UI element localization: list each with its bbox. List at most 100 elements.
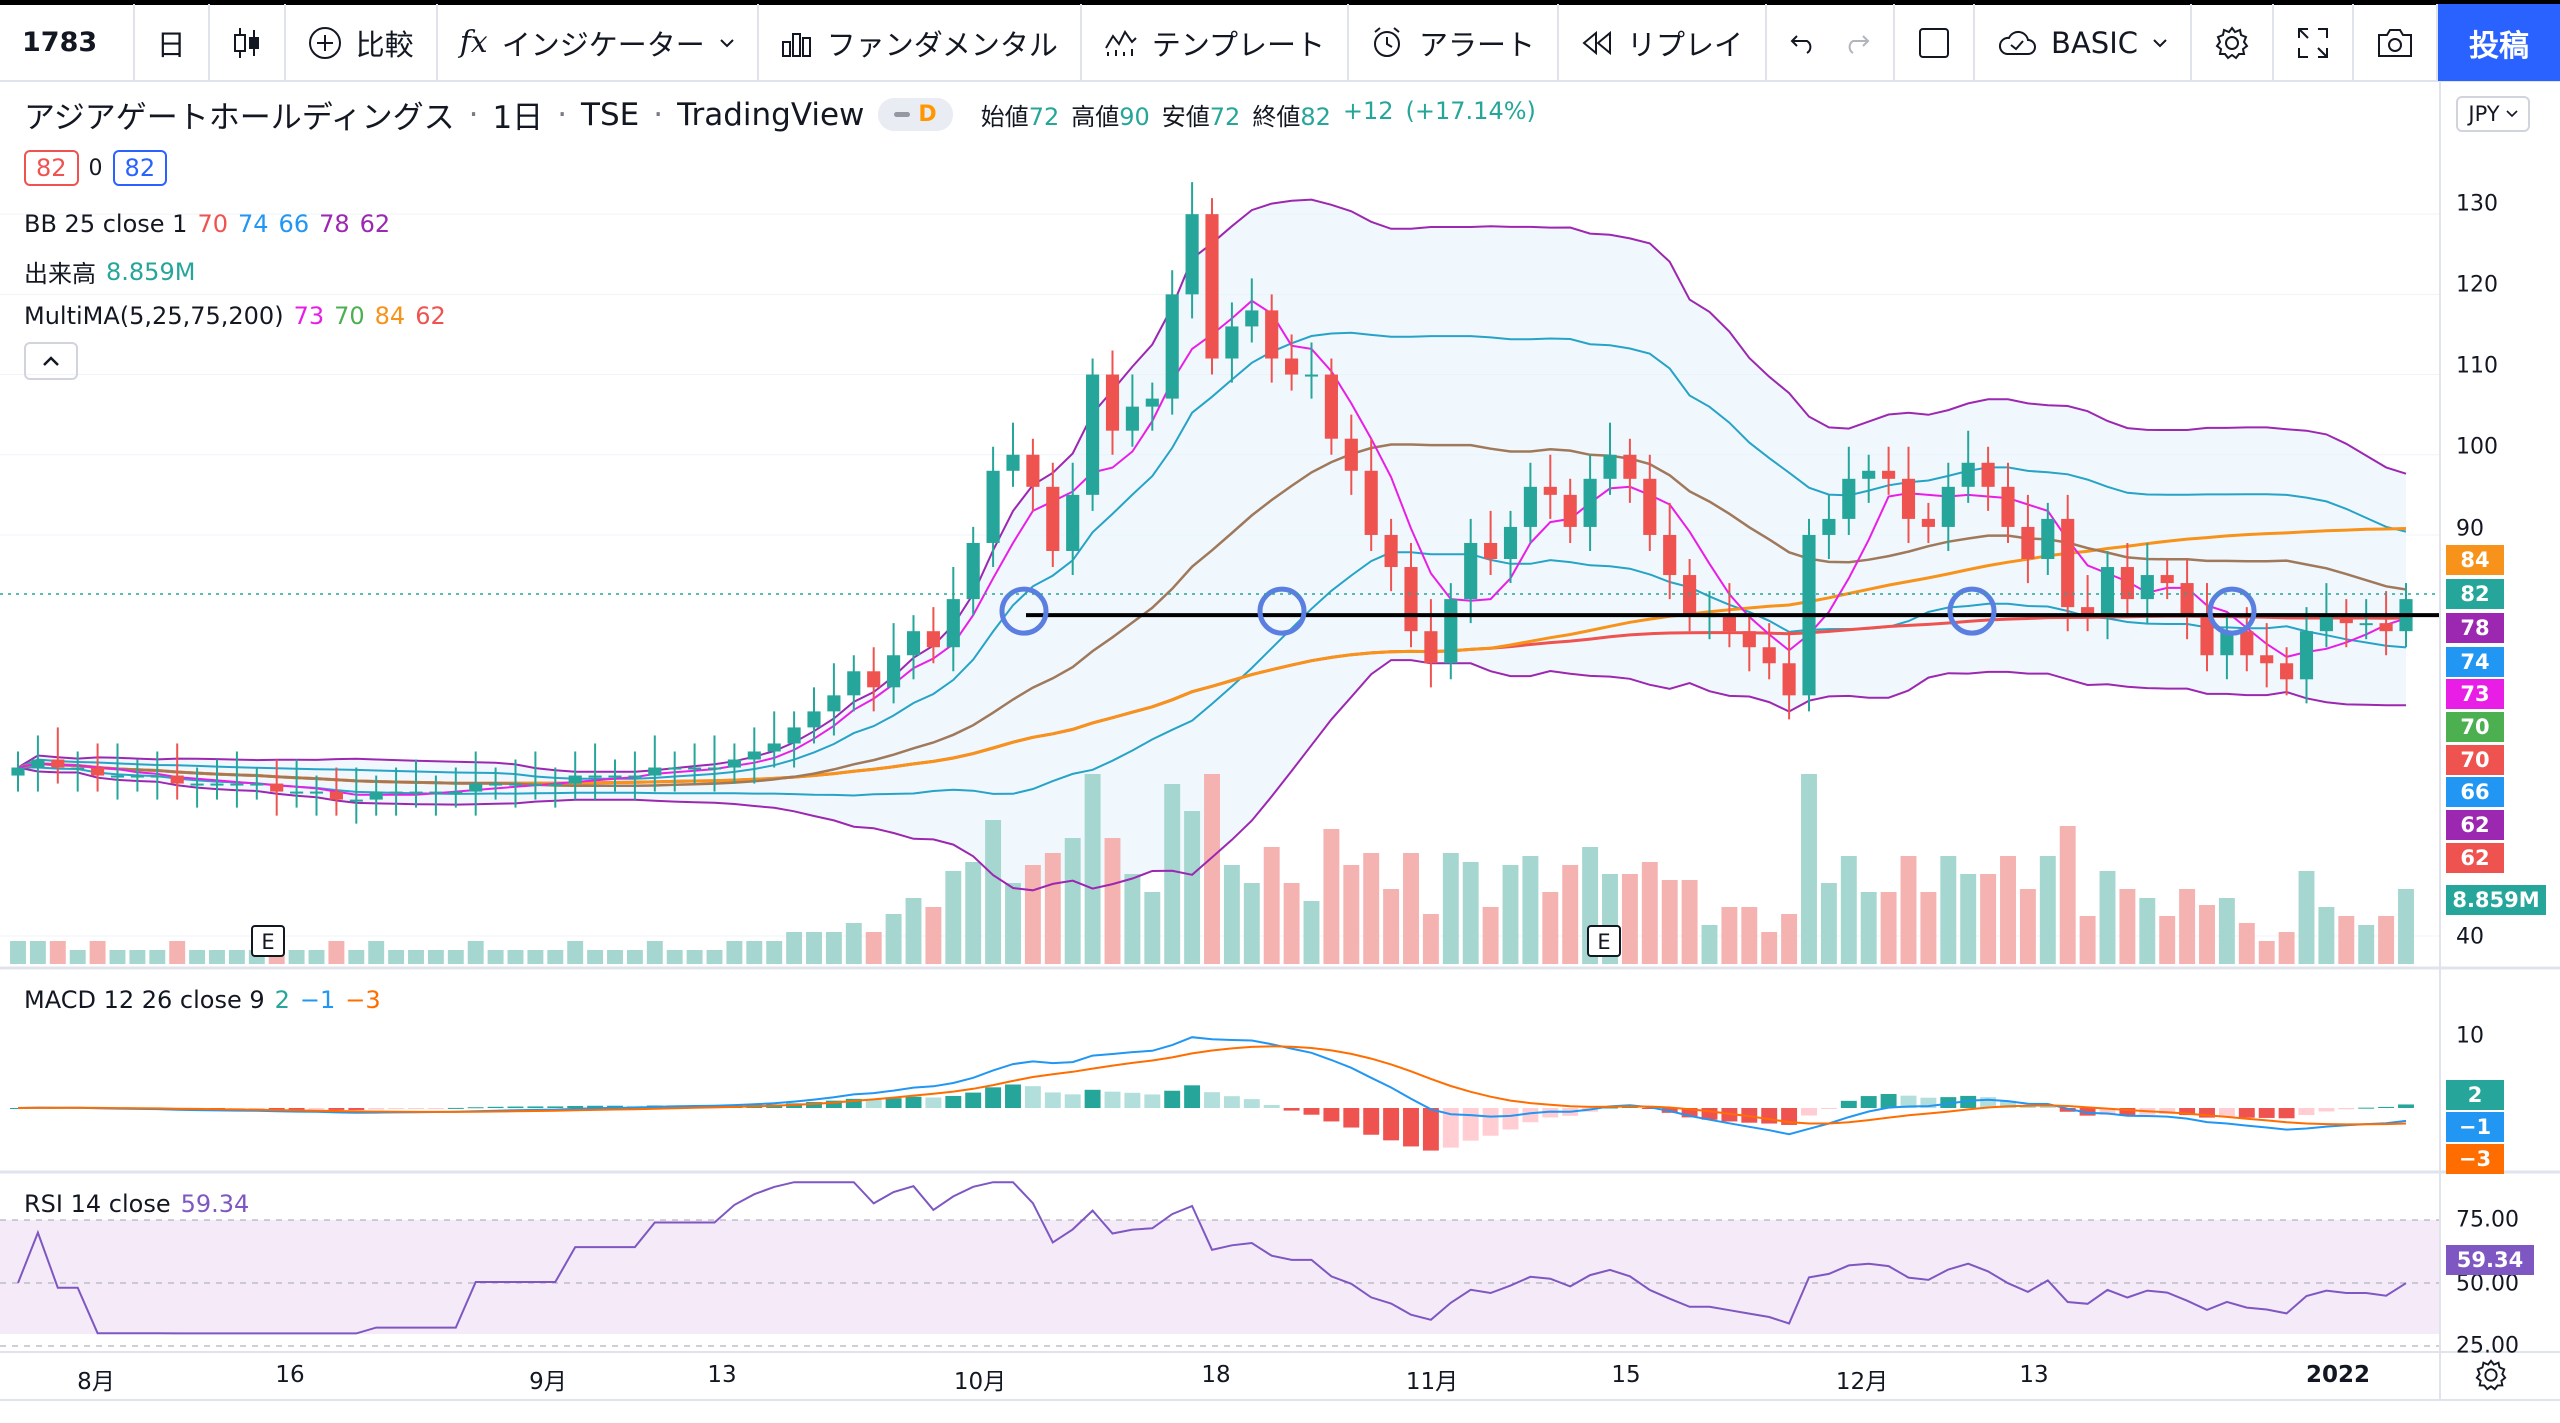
volume-bar bbox=[1403, 853, 1419, 964]
volume-bar bbox=[1462, 862, 1479, 964]
compare-button[interactable]: 比較 bbox=[286, 4, 438, 81]
volume-bar bbox=[2358, 925, 2375, 964]
volume-bar bbox=[209, 950, 225, 964]
candle-body bbox=[1663, 534, 1677, 576]
volume-bar bbox=[1641, 862, 1658, 964]
highlight-circle bbox=[2207, 586, 2257, 636]
chart-settings-button[interactable] bbox=[2474, 1358, 2508, 1396]
candle-body bbox=[250, 783, 264, 786]
candle-body bbox=[150, 775, 164, 778]
templates-button[interactable]: テンプレート bbox=[1082, 4, 1350, 81]
layout-single-button[interactable] bbox=[1895, 4, 1976, 81]
volume-bar bbox=[2079, 916, 2096, 964]
time-axis-label: 8月 bbox=[77, 1369, 115, 1395]
layout-name-label: BASIC bbox=[2051, 25, 2138, 60]
candle-body bbox=[2081, 607, 2095, 616]
volume-bar bbox=[447, 950, 464, 964]
volume-legend[interactable]: 出来高 8.859M bbox=[24, 254, 195, 289]
replay-button[interactable]: リプレイ bbox=[1559, 4, 1768, 81]
macd-histogram-bar bbox=[1005, 1084, 1021, 1108]
buy-price-box[interactable]: 82 bbox=[112, 150, 168, 186]
macd-legend[interactable]: MACD 12 26 close 9 2 −1 −3 bbox=[24, 986, 381, 1014]
macd-line bbox=[17, 1036, 2407, 1136]
volume-bar bbox=[1920, 892, 1937, 964]
volume-bar bbox=[587, 950, 604, 964]
volume-bar bbox=[228, 950, 245, 964]
symbol-search-button[interactable]: 1783 bbox=[0, 4, 135, 81]
chevron-down-icon bbox=[2506, 110, 2518, 118]
candle-body bbox=[2379, 623, 2393, 632]
open-value: 72 bbox=[1028, 103, 1060, 131]
candle-body bbox=[508, 783, 523, 786]
time-axis[interactable]: 8月 16 9月 13 10月 18 11月 15 12月 13 2022 bbox=[0, 1352, 2440, 1400]
sell-price-box[interactable]: 82 bbox=[24, 150, 79, 186]
macd-histogram-bar bbox=[507, 1106, 524, 1108]
volume-bar bbox=[646, 941, 663, 964]
publish-button[interactable]: 投稿 bbox=[2438, 4, 2560, 81]
macd-axis-label: 10 bbox=[2456, 1023, 2484, 1049]
macd-histogram-bar bbox=[2378, 1106, 2395, 1108]
candle-body bbox=[1722, 615, 1736, 632]
volume-bar bbox=[388, 950, 405, 964]
volume-bar bbox=[547, 950, 564, 964]
candle-body bbox=[130, 775, 144, 778]
layout-save-button[interactable]: BASIC bbox=[1975, 4, 2192, 81]
volume-bar bbox=[2238, 923, 2255, 964]
volume-bar bbox=[2139, 898, 2156, 964]
bb-legend[interactable]: BB 25 close 1 70 74 66 78 62 bbox=[24, 210, 390, 238]
redo-icon[interactable] bbox=[1843, 32, 1871, 54]
undo-icon[interactable] bbox=[1789, 32, 1817, 54]
macd-histogram-bar bbox=[1124, 1092, 1141, 1108]
candle-body bbox=[349, 799, 363, 802]
volume-bar bbox=[1184, 811, 1201, 964]
macd-histogram-bar bbox=[1343, 1108, 1360, 1128]
bb-value-5: 62 bbox=[359, 210, 391, 238]
candle-body bbox=[1344, 438, 1358, 471]
legend-collapse-button[interactable] bbox=[24, 342, 78, 380]
macd-histogram-bar bbox=[1820, 1108, 1837, 1109]
volume-badge: 8.859M bbox=[2446, 885, 2546, 915]
symbol-title[interactable]: アジアゲートホールディングス bbox=[24, 100, 455, 136]
market-status-pill[interactable]: D bbox=[878, 98, 953, 131]
macd-histogram-bar bbox=[1204, 1092, 1220, 1108]
candle-body bbox=[1503, 526, 1518, 560]
low-label: 安値 bbox=[1161, 103, 1210, 131]
macd-signal-value: −3 bbox=[345, 986, 381, 1014]
volume-bar bbox=[1124, 874, 1141, 964]
candle-body bbox=[966, 542, 980, 600]
currency-button[interactable]: JPY bbox=[2456, 96, 2530, 132]
volume-bar bbox=[1343, 865, 1360, 964]
multima-legend[interactable]: MultiMA(5,25,75,200) 73 70 84 62 bbox=[24, 302, 446, 330]
volume-bar bbox=[1820, 883, 1837, 964]
candle-body bbox=[2160, 575, 2174, 584]
candle-body bbox=[1683, 575, 1697, 616]
volume-bar bbox=[766, 941, 783, 964]
macd-histogram-bar bbox=[447, 1107, 464, 1109]
volume-bar bbox=[1562, 865, 1579, 964]
compare-label: 比較 bbox=[355, 27, 414, 62]
rsi-legend[interactable]: RSI 14 close 59.34 bbox=[24, 1190, 249, 1218]
macd-histogram-bar bbox=[2000, 1100, 2016, 1108]
settings-button[interactable] bbox=[2192, 4, 2274, 81]
macd-histogram-bar bbox=[905, 1096, 922, 1108]
candle-body bbox=[449, 791, 463, 794]
alert-button[interactable]: アラート bbox=[1349, 4, 1560, 81]
interval-button[interactable]: 日 bbox=[135, 4, 210, 81]
volume-bar bbox=[706, 950, 723, 964]
volume-bar bbox=[786, 932, 803, 964]
fullscreen-button[interactable] bbox=[2274, 4, 2354, 81]
fundamentals-button[interactable]: ファンダメンタル bbox=[759, 4, 1082, 81]
indicators-button[interactable]: fx インジケーター bbox=[438, 4, 759, 81]
screenshot-button[interactable] bbox=[2354, 4, 2438, 81]
macd-histogram-bar bbox=[1084, 1089, 1101, 1108]
template-icon bbox=[1105, 29, 1137, 56]
source-text: TradingView bbox=[677, 96, 865, 133]
volume-bar bbox=[288, 950, 305, 964]
macd-histogram-bar bbox=[527, 1106, 544, 1108]
macd-histogram-bar bbox=[288, 1108, 305, 1110]
chart-type-button[interactable] bbox=[210, 4, 286, 81]
price-axis-label: 100 bbox=[2456, 434, 2498, 460]
volume-bar bbox=[1422, 914, 1439, 964]
camera-icon bbox=[2378, 28, 2412, 57]
